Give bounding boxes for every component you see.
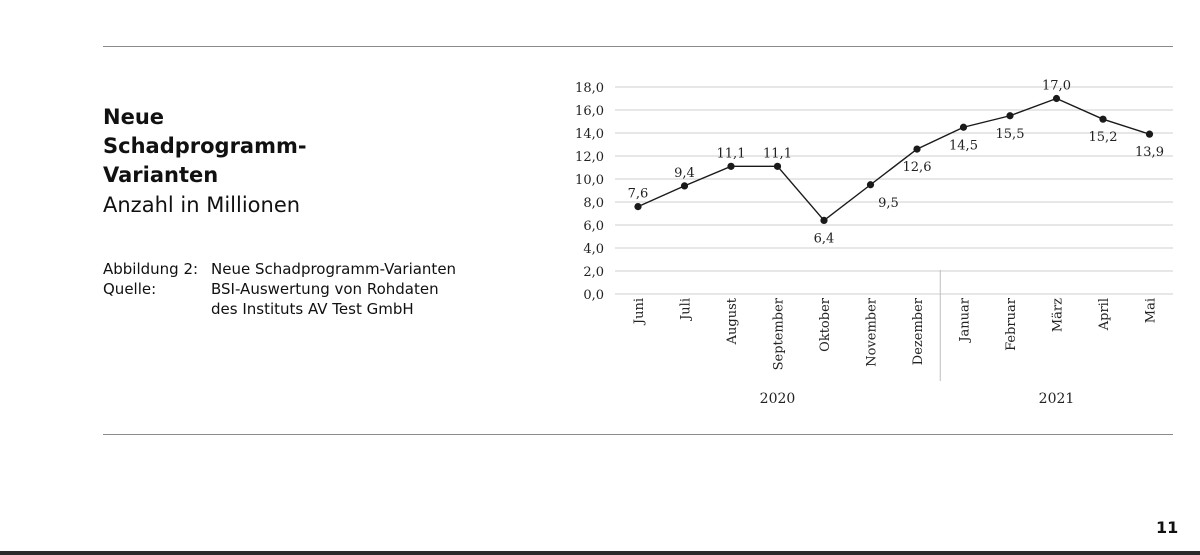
x-tick-label: August — [725, 297, 740, 345]
figure-title-line: Varianten — [103, 163, 219, 187]
data-point — [1099, 115, 1107, 123]
figure-title-block: Neue Schadprogramm- Varianten Anzahl in … — [103, 103, 423, 220]
figure-title-line: Neue — [103, 105, 165, 129]
data-label: 17,0 — [1042, 79, 1071, 94]
data-label: 9,4 — [674, 166, 695, 181]
data-point — [1052, 94, 1061, 103]
bottom-rule — [103, 434, 1173, 435]
data-label: 15,2 — [1089, 130, 1118, 145]
figure-subtitle: Anzahl in Millionen — [103, 193, 301, 217]
series-line — [637, 97, 1150, 222]
x-tick-label: September — [772, 297, 787, 370]
data-label: 12,6 — [903, 160, 932, 175]
x-tick-label: Mai — [1144, 298, 1159, 323]
y-tick-label: 6,0 — [583, 219, 604, 234]
data-label: 14,5 — [949, 138, 978, 153]
data-point — [959, 123, 968, 131]
y-tick-label: 4,0 — [583, 242, 604, 257]
year-label: 2021 — [1039, 391, 1075, 407]
data-label: 11,1 — [763, 146, 792, 161]
source-text-line: des Instituts AV Test GmbH — [211, 300, 414, 318]
data-label: 15,5 — [996, 127, 1025, 142]
data-point — [680, 182, 689, 190]
y-tick-label: 16,0 — [575, 104, 604, 119]
y-tick-label: 10,0 — [575, 173, 604, 188]
data-point — [913, 145, 921, 153]
data-point — [773, 162, 782, 170]
y-tick-label: 8,0 — [583, 196, 604, 211]
x-tick-label: März — [1051, 298, 1066, 332]
y-tick-label: 12,0 — [575, 150, 604, 165]
data-label: 11,1 — [717, 146, 746, 161]
source-label: Quelle: — [103, 280, 157, 298]
source-text-line: BSI-Auswertung von Rohdaten — [211, 280, 439, 298]
data-label: 9,5 — [878, 196, 899, 211]
figure-title-line: Schadprogramm- — [103, 134, 307, 158]
page-bottom-edge — [0, 551, 1200, 555]
y-tick-label: 0,0 — [583, 288, 604, 303]
figure-caption: Abbildung 2: Neue Schadprogramm-Variante… — [103, 259, 456, 319]
x-tick-label: Juli — [679, 298, 694, 322]
page-number: 11 — [1156, 518, 1179, 537]
caption-text: Neue Schadprogramm-Varianten — [211, 260, 457, 278]
x-tick-label: Juni — [632, 298, 647, 326]
data-point — [634, 203, 642, 211]
x-tick-label: April — [1097, 298, 1112, 331]
data-point — [1145, 130, 1154, 138]
y-tick-label: 18,0 — [575, 81, 604, 96]
data-point — [820, 216, 828, 224]
y-tick-label: 2,0 — [583, 265, 604, 280]
x-tick-label: Oktober — [818, 297, 833, 352]
top-rule — [103, 46, 1173, 47]
x-tick-label: November — [865, 297, 880, 367]
data-label: 6,4 — [814, 231, 835, 246]
y-tick-label: 14,0 — [575, 127, 604, 142]
caption-label: Abbildung 2: — [103, 260, 199, 278]
data-label: 13,9 — [1135, 145, 1164, 160]
data-point — [727, 162, 735, 170]
data-label: 7,6 — [628, 187, 649, 202]
x-tick-label: Dezember — [911, 297, 926, 365]
year-label: 2020 — [760, 391, 796, 407]
data-point — [866, 181, 875, 189]
data-point — [1006, 112, 1014, 120]
x-tick-label: Januar — [958, 297, 973, 343]
x-tick-label: Februar — [1004, 297, 1019, 351]
